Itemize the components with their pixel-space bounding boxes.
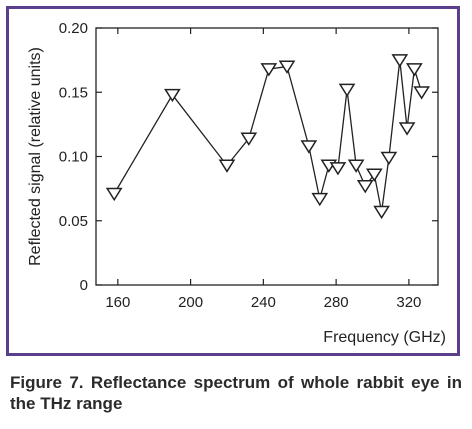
data-point-marker (240, 132, 258, 146)
x-tick-label: 320 (396, 294, 421, 311)
data-point-marker (278, 60, 296, 74)
x-axis-label: Frequency (GHz) (323, 329, 446, 346)
y-axis-label: Reflected signal (relative units) (27, 47, 44, 266)
y-tick-label: 0.05 (59, 213, 88, 230)
data-point-marker (260, 63, 278, 77)
y-tick-label: 0 (80, 277, 88, 294)
figure-caption: Figure 7. Reflectance spectrum of whole … (10, 373, 462, 413)
data-point-marker (347, 159, 365, 173)
data-point-marker (218, 159, 236, 173)
x-axis: 160 200 240 280 320 (105, 28, 421, 311)
data-point-marker (365, 168, 383, 182)
data-point-marker (398, 122, 416, 136)
y-tick-label: 0.15 (59, 84, 88, 101)
data-point-marker (356, 180, 374, 194)
data-point-marker (338, 83, 356, 98)
figure-frame (6, 6, 460, 356)
series-line (113, 60, 423, 212)
data-point-marker (405, 63, 423, 77)
data-point-marker (413, 86, 430, 100)
data-point-marker (329, 162, 347, 176)
data-point-marker (373, 205, 390, 220)
x-tick-label: 280 (324, 294, 349, 311)
y-tick-label: 0.20 (59, 20, 88, 37)
series-markers (105, 54, 430, 220)
x-tick-label: 200 (178, 294, 203, 311)
y-tick-label: 0.10 (59, 149, 88, 166)
data-point-marker (311, 192, 329, 207)
data-point-marker (380, 151, 398, 166)
data-point-marker (391, 54, 409, 68)
data-point-marker (300, 140, 318, 154)
x-tick-label: 240 (251, 294, 276, 311)
y-axis: 0 0.05 0.10 0.15 0.20 (59, 20, 438, 294)
x-tick-label: 160 (105, 294, 130, 311)
reflectance-chart: 160 200 240 280 320 0 0.05 0.10 0.15 0.20 Reflec… (27, 20, 446, 346)
data-point-marker (105, 187, 123, 202)
data-point-marker (164, 88, 181, 103)
